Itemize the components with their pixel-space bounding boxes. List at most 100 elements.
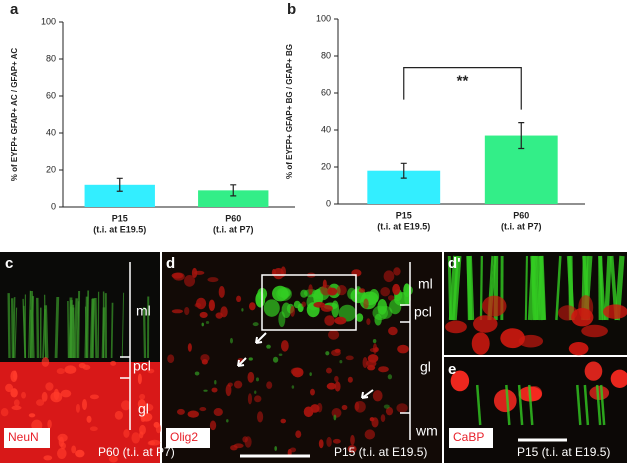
fiber xyxy=(89,298,95,359)
cell xyxy=(195,297,207,310)
micrographs xyxy=(0,252,627,463)
cell xyxy=(207,277,219,283)
cell xyxy=(108,455,118,463)
stain-label: Olig2 xyxy=(170,430,198,444)
cell xyxy=(148,439,161,446)
cell xyxy=(383,404,390,409)
layer-label: ml xyxy=(418,276,433,292)
fiber xyxy=(475,384,482,426)
fiber xyxy=(101,307,106,359)
cell xyxy=(383,270,395,283)
cell xyxy=(75,403,80,413)
arrow xyxy=(237,332,374,399)
cell xyxy=(389,299,402,315)
fiber xyxy=(555,255,562,321)
cell xyxy=(252,322,259,327)
cell xyxy=(326,436,332,447)
cell xyxy=(110,360,117,366)
cell xyxy=(378,366,389,373)
cell xyxy=(450,370,470,392)
cell xyxy=(347,376,353,383)
stain-box xyxy=(166,428,210,448)
cell xyxy=(184,274,196,287)
layer-label: pcl xyxy=(133,358,151,374)
cell xyxy=(274,446,277,451)
layer-label: pcl xyxy=(414,304,432,320)
y-tick-label: 100 xyxy=(316,13,331,23)
cell xyxy=(341,404,348,411)
cell xyxy=(213,408,223,417)
cell xyxy=(36,399,45,406)
cell xyxy=(64,365,77,374)
cell xyxy=(187,343,192,352)
cell xyxy=(50,391,63,403)
significance-label: ** xyxy=(457,73,469,90)
cell xyxy=(244,436,252,448)
cell xyxy=(21,391,26,399)
cell xyxy=(114,410,124,420)
cell xyxy=(328,329,340,340)
x-tick-note: (t.i. at E19.5) xyxy=(377,221,430,231)
x-tick-label: P60 xyxy=(513,210,529,220)
cell xyxy=(194,371,200,376)
cell xyxy=(362,357,368,369)
cell xyxy=(367,364,376,371)
cell xyxy=(387,374,393,380)
x-tick-note: (t.i. at P7) xyxy=(213,224,254,234)
cell xyxy=(482,295,507,317)
cell xyxy=(89,426,98,432)
fiber xyxy=(28,290,31,359)
cell xyxy=(176,408,185,415)
cell xyxy=(404,290,411,306)
cell xyxy=(248,302,256,311)
fiber xyxy=(77,291,81,359)
cell xyxy=(147,368,155,374)
cell xyxy=(205,321,210,324)
fiber xyxy=(531,255,539,321)
arrowhead xyxy=(237,336,369,399)
cell xyxy=(326,382,337,390)
y-tick-label: 80 xyxy=(321,50,331,60)
cell xyxy=(255,291,266,308)
panel-letter: a xyxy=(10,1,19,18)
bar xyxy=(84,184,155,207)
fiber xyxy=(14,307,18,359)
cell xyxy=(325,351,330,356)
cell xyxy=(385,407,394,416)
cell xyxy=(445,320,467,334)
fiber xyxy=(7,293,11,359)
cell xyxy=(308,284,313,295)
fiber xyxy=(142,307,147,359)
cell xyxy=(334,348,341,353)
cell xyxy=(310,404,320,413)
cell xyxy=(191,267,198,279)
cell xyxy=(229,337,233,344)
y-axis-label: % of EYFP+ GFAP+ BG / GFAP+ BG xyxy=(285,44,294,179)
cell xyxy=(334,375,339,383)
cell xyxy=(320,304,333,312)
fiber xyxy=(535,255,542,321)
cell xyxy=(225,384,232,397)
cell xyxy=(581,324,608,338)
cell xyxy=(339,360,343,364)
age-note: P15 (t.i. at E19.5) xyxy=(517,445,610,459)
inset-box xyxy=(261,274,357,331)
cell xyxy=(334,316,347,325)
cell xyxy=(208,299,215,312)
stain-label: CaBP xyxy=(453,430,484,444)
fiber xyxy=(448,255,459,321)
cell xyxy=(318,439,324,449)
fiber xyxy=(86,290,90,359)
fiber xyxy=(54,296,60,359)
cell xyxy=(56,368,65,375)
error-bar xyxy=(230,184,237,197)
cell xyxy=(397,344,409,354)
cell xyxy=(278,353,283,357)
cell xyxy=(82,364,91,370)
cell xyxy=(347,445,357,454)
cell xyxy=(292,367,304,378)
cell xyxy=(300,289,308,298)
layer-bracket xyxy=(400,262,411,440)
cell xyxy=(233,380,243,389)
